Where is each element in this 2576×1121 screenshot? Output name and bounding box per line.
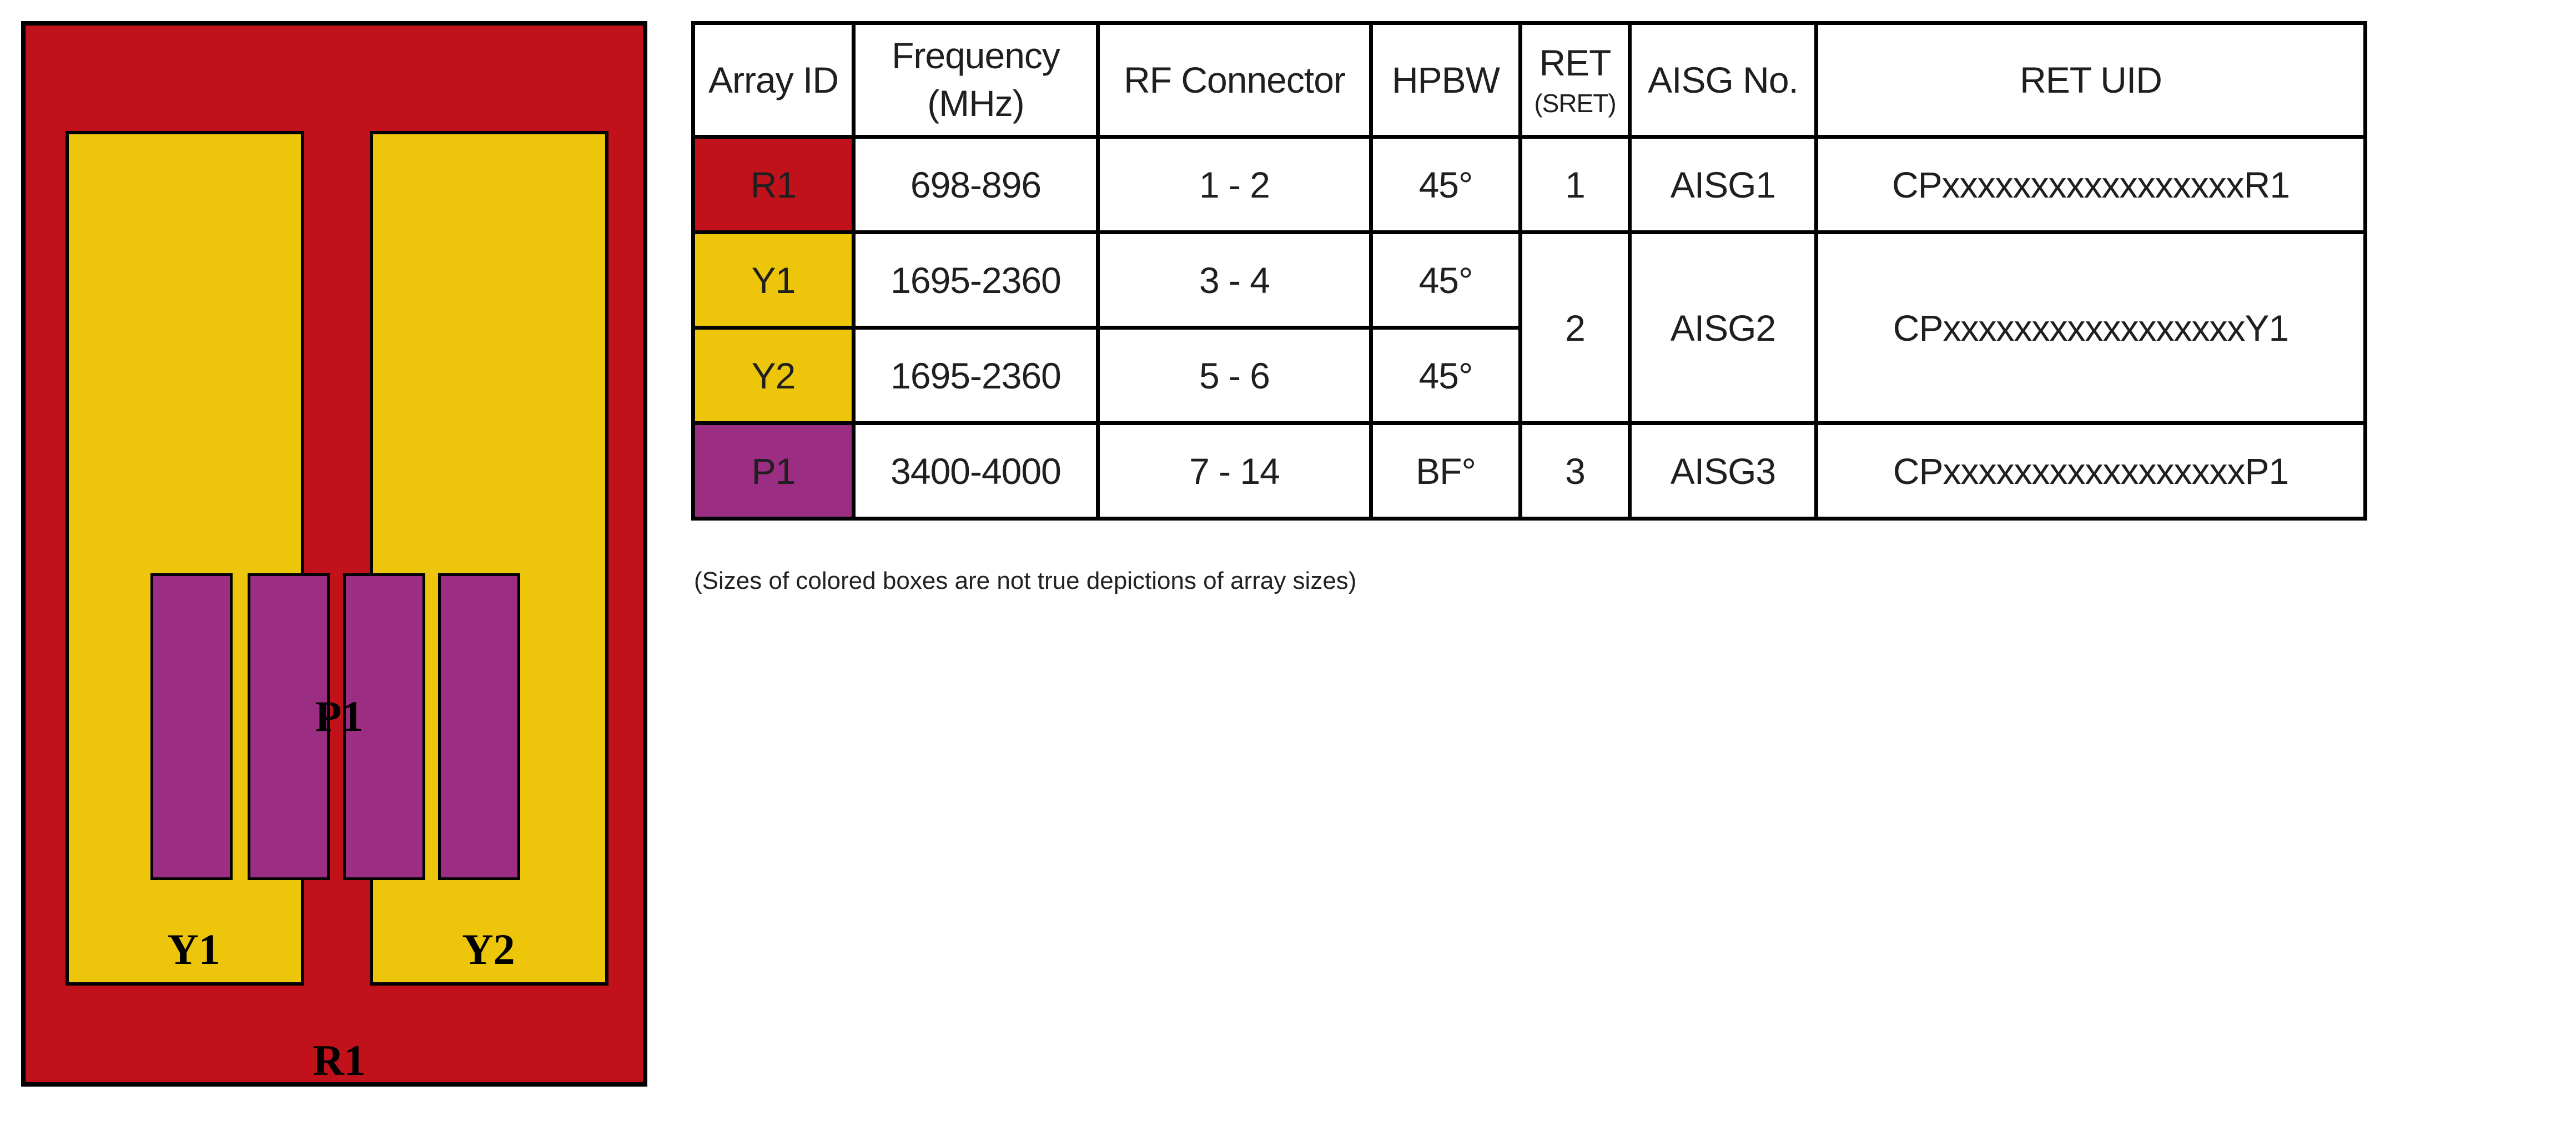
diagram-label-y2: Y2	[462, 925, 515, 973]
header-hpbw: HPBW	[1369, 21, 1522, 139]
cell-frequency-r1: 698-896	[852, 135, 1100, 234]
cell-frequency-y2: 1695-2360	[852, 326, 1100, 425]
table-header-row: Array ID Frequency (MHz) RF Connector HP…	[691, 21, 2367, 139]
cell-ret-r1: 1	[1518, 135, 1632, 234]
diagram-label-r1: R1	[313, 1036, 366, 1084]
header-ret-main: RET	[1539, 42, 1612, 83]
cell-array-id-y1: Y1	[691, 230, 856, 330]
cell-array-id-r1: R1	[691, 135, 856, 234]
array-p1-element-1	[150, 573, 233, 880]
header-ret: RET (SRET)	[1518, 21, 1632, 139]
array-r1-region: P1 Y1 Y2 R1	[21, 21, 647, 1087]
array-p1-element-2	[248, 573, 330, 880]
cell-uid-y1y2: CPxxxxxxxxxxxxxxxxxY1	[1814, 230, 2367, 425]
cell-ret-y1y2: 2	[1518, 230, 1632, 425]
cell-frequency-y1: 1695-2360	[852, 230, 1100, 330]
header-rf-connector: RF Connector	[1096, 21, 1373, 139]
cell-hpbw-r1: 45°	[1369, 135, 1522, 234]
cell-array-id-y2: Y2	[691, 326, 856, 425]
header-frequency-line2: (MHz)	[927, 83, 1025, 124]
table-row-y2: Y2 1695-2360 5 - 6 45°	[691, 326, 2366, 425]
cell-aisg-y1y2: AISG2	[1628, 230, 1818, 425]
header-aisg-no: AISG No.	[1628, 21, 1818, 139]
cell-array-id-p1: P1	[691, 421, 856, 521]
header-array-id: Array ID	[691, 21, 856, 139]
cell-rf-p1: 7 - 14	[1096, 421, 1373, 521]
array-p1-element-3	[343, 573, 425, 880]
cell-hpbw-y1: 45°	[1369, 230, 1522, 330]
cell-uid-r1: CPxxxxxxxxxxxxxxxxxR1	[1814, 135, 2367, 234]
cell-rf-y2: 5 - 6	[1096, 326, 1373, 425]
cell-rf-r1: 1 - 2	[1096, 135, 1373, 234]
diagram-label-y1: Y1	[167, 925, 220, 973]
header-ret-uid: RET UID	[1814, 21, 2367, 139]
header-frequency-line1: Frequency	[892, 35, 1060, 77]
cell-ret-p1: 3	[1518, 421, 1632, 521]
cell-hpbw-y2: 45°	[1369, 326, 1522, 425]
caption: (Sizes of colored boxes are not true dep…	[694, 567, 1357, 594]
cell-aisg-r1: AISG1	[1628, 135, 1818, 234]
table-row-y1: Y1 1695-2360 3 - 4 45° 2 AISG2 CPxxxxxxx…	[691, 230, 2367, 425]
header-ret-sub: (SRET)	[1534, 89, 1616, 118]
cell-rf-y1: 3 - 4	[1096, 230, 1373, 330]
array-spec-table: Array ID Frequency (MHz) RF Connector HP…	[691, 21, 2367, 521]
diagram-label-p1: P1	[315, 692, 364, 740]
header-frequency: Frequency (MHz)	[852, 21, 1100, 139]
table-row-p1: P1 3400-4000 7 - 14 BF° 3 AISG3 CPxxxxxx…	[691, 421, 2367, 521]
cell-hpbw-p1: BF°	[1369, 421, 1522, 521]
cell-aisg-p1: AISG3	[1628, 421, 1818, 521]
cell-uid-p1: CPxxxxxxxxxxxxxxxxxP1	[1814, 421, 2367, 521]
cell-frequency-p1: 3400-4000	[852, 421, 1100, 521]
array-p1-element-4	[438, 573, 520, 880]
table-row-r1: R1 698-896 1 - 2 45° 1 AISG1 CPxxxxxxxxx…	[691, 135, 2367, 234]
